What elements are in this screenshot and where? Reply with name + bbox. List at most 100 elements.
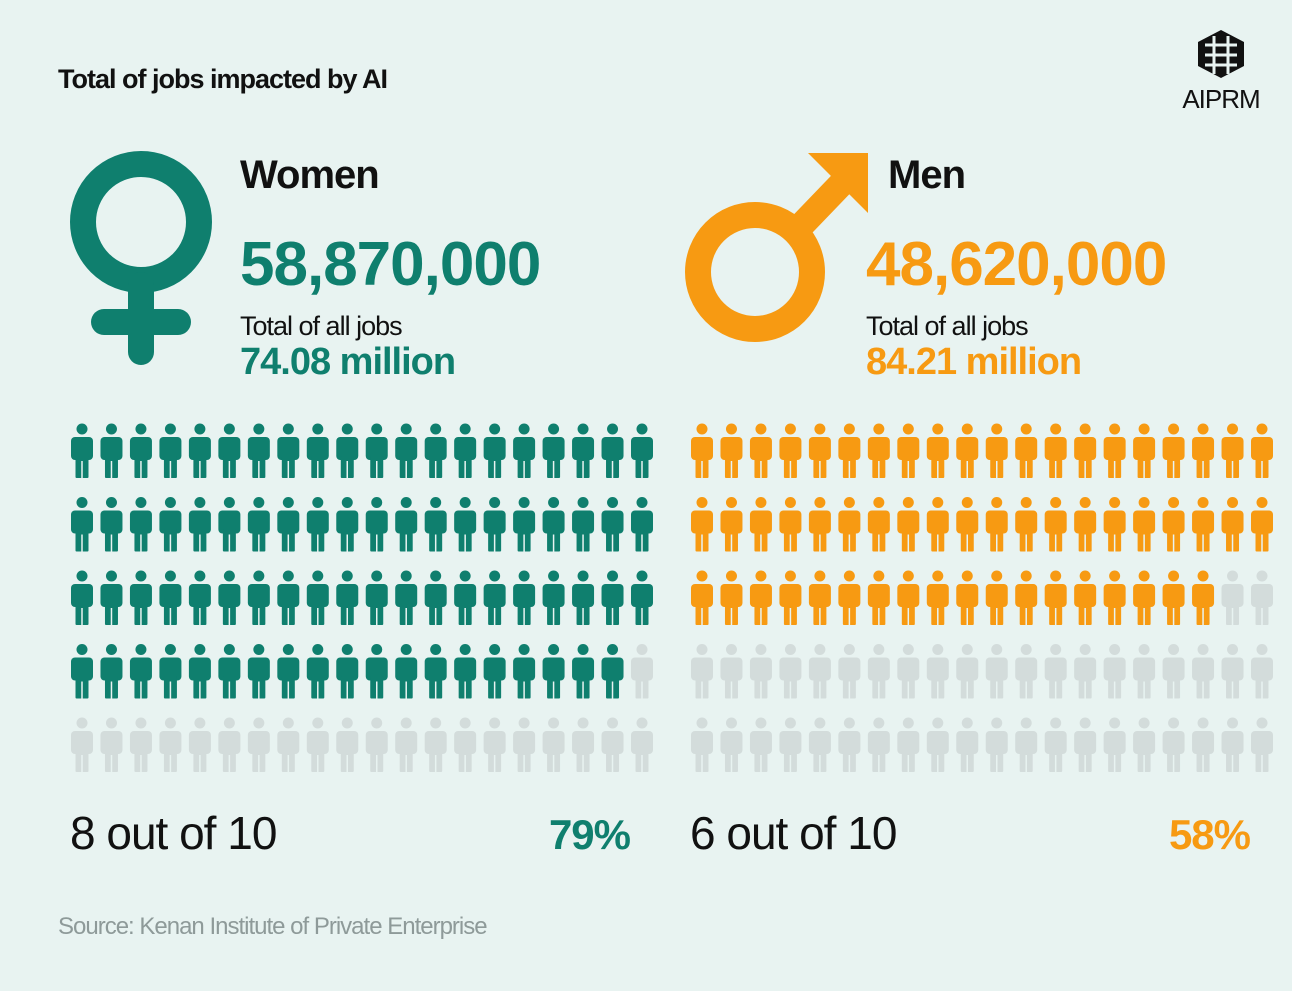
icon-body <box>808 437 831 460</box>
person-icon <box>1221 497 1244 553</box>
female-symbol <box>70 151 212 365</box>
icon-body <box>306 584 329 607</box>
icon-body <box>1074 584 1097 607</box>
person-icon <box>720 497 743 553</box>
icon-head <box>1050 497 1062 508</box>
icon-body <box>424 731 447 754</box>
icon-body <box>483 731 506 754</box>
icon-body <box>1074 731 1097 754</box>
person-icon <box>749 644 772 700</box>
icon-head <box>991 423 1003 435</box>
icon-body <box>100 731 123 754</box>
icon-body <box>218 510 241 534</box>
icon-head <box>253 497 265 508</box>
icon-head <box>1197 497 1209 508</box>
person-icon <box>424 423 447 479</box>
person-icon <box>306 497 329 553</box>
icon-body <box>897 731 920 754</box>
icon-body <box>1103 584 1126 607</box>
icon-body <box>336 731 359 754</box>
panel-label: Men <box>888 153 965 197</box>
person-icon <box>247 717 270 773</box>
icon-head <box>1079 497 1091 508</box>
icon-head <box>105 423 117 435</box>
icon-body <box>129 437 152 460</box>
icon-body <box>1044 584 1067 607</box>
icon-head <box>459 423 471 435</box>
icon-body <box>631 584 653 607</box>
icon-body <box>188 731 211 754</box>
icon-body <box>572 437 595 460</box>
person-icon <box>100 497 123 553</box>
icon-head <box>312 497 324 508</box>
icon-head <box>400 423 412 435</box>
person-icon <box>395 497 418 553</box>
icon-body <box>483 510 506 534</box>
icon-head <box>164 570 176 582</box>
icon-head <box>607 497 619 508</box>
icon-body <box>1015 731 1038 754</box>
person-icon <box>631 497 653 553</box>
icon-head <box>843 423 855 435</box>
icon-body <box>1251 584 1273 607</box>
person-icon <box>691 497 713 553</box>
person-icon <box>1192 644 1215 700</box>
icon-head <box>518 423 530 435</box>
person-icon <box>926 570 949 626</box>
icon-body <box>1103 510 1126 534</box>
icon-head <box>341 644 353 655</box>
icon-head <box>607 423 619 435</box>
icon-head <box>1020 497 1032 508</box>
icon-body <box>454 584 477 607</box>
person-icon <box>867 497 890 553</box>
person-icon <box>808 717 831 773</box>
icon-head <box>636 423 648 435</box>
icon-body <box>365 510 388 534</box>
icon-head <box>755 644 767 655</box>
icon-head <box>371 717 383 729</box>
icon-head <box>1168 644 1180 655</box>
icon-body <box>691 510 713 534</box>
icon-body <box>926 437 949 460</box>
icon-body <box>1044 437 1067 460</box>
person-icon <box>601 423 624 479</box>
icon-head <box>696 423 708 435</box>
person-icon <box>513 570 536 626</box>
icon-head <box>696 497 708 508</box>
icon-body <box>1074 437 1097 460</box>
person-icon <box>129 497 152 553</box>
icon-head <box>282 717 294 729</box>
person-icon <box>985 644 1008 700</box>
icon-head <box>991 570 1003 582</box>
icon-head <box>607 570 619 582</box>
icon-head <box>253 423 265 435</box>
icon-body <box>956 731 979 754</box>
icon-body <box>897 584 920 607</box>
person-icon <box>720 644 743 700</box>
icon-body <box>247 437 270 460</box>
icon-body <box>1133 510 1156 534</box>
icon-body <box>483 584 506 607</box>
icon-head <box>1138 497 1150 508</box>
person-icon <box>1044 717 1067 773</box>
icon-head <box>135 644 147 655</box>
icon-head <box>518 570 530 582</box>
icon-head <box>1079 570 1091 582</box>
icon-body <box>247 510 270 534</box>
icon-body <box>159 510 182 534</box>
person-icon <box>1251 717 1273 773</box>
total-jobs: 74.08 million <box>240 341 455 383</box>
icon-body <box>720 437 743 460</box>
icon-head <box>223 644 235 655</box>
icon-body <box>306 657 329 681</box>
icon-head <box>636 570 648 582</box>
icon-body <box>691 584 713 607</box>
icon-body <box>1192 510 1215 534</box>
icon-body <box>424 437 447 460</box>
icon-body <box>513 657 536 681</box>
person-icon <box>1015 423 1038 479</box>
person-icon <box>306 717 329 773</box>
icon-body <box>720 584 743 607</box>
icon-head <box>696 644 708 655</box>
icon-head <box>1197 717 1209 729</box>
